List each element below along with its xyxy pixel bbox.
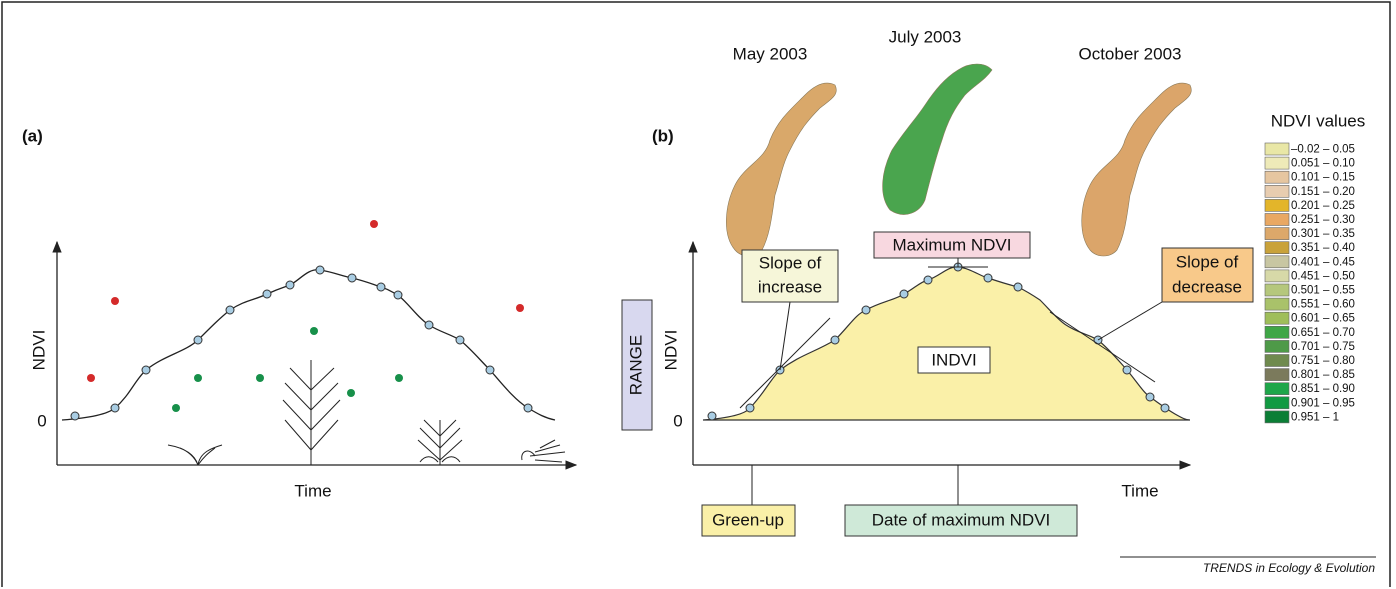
slope-decrease-label: decrease	[1172, 277, 1242, 296]
legend-swatch	[1264, 325, 1290, 339]
legend-label: 0.051 – 0.10	[1291, 158, 1355, 170]
legend-label: 0.401 – 0.45	[1291, 256, 1355, 268]
legend-label: 0.451 – 0.50	[1291, 270, 1355, 282]
zero-label: 0	[37, 411, 46, 430]
plant-icons	[167, 360, 566, 466]
legend-swatch	[1264, 255, 1290, 269]
panel-label: (a)	[22, 126, 43, 145]
legend-label: 0.851 – 0.90	[1291, 383, 1355, 395]
slope-increase-label: Slope of	[759, 253, 822, 272]
legend-swatch	[1264, 185, 1290, 198]
indvi-label: INDVI	[931, 350, 976, 369]
legend-swatch	[1264, 213, 1290, 226]
range-label: RANGE	[626, 335, 645, 395]
y-axis-label: NDVI	[29, 330, 48, 371]
date-max-label: Date of maximum NDVI	[872, 510, 1051, 529]
legend-swatch	[1264, 382, 1290, 396]
panel-b: (b) May 2003 July 2003 October 2003 RANG…	[621, 27, 1254, 537]
slope-decrease-label: Slope of	[1176, 252, 1239, 271]
legend-swatch	[1264, 410, 1290, 424]
legend-swatch	[1264, 269, 1290, 283]
maps	[726, 63, 1192, 257]
curve	[61, 269, 556, 421]
legend-swatch	[1264, 227, 1290, 240]
legend-label: 0.551 – 0.60	[1291, 299, 1355, 311]
legend-title: NDVI values	[1271, 111, 1365, 130]
legend-label: 0.201 – 0.25	[1291, 200, 1355, 212]
slope-increase-label: increase	[758, 277, 822, 296]
y-axis-label: NDVI	[661, 330, 680, 371]
legend-label: 0.701 – 0.75	[1291, 341, 1355, 353]
zero-label: 0	[673, 411, 682, 430]
legend-label: 0.351 – 0.40	[1291, 242, 1355, 254]
legend-swatch	[1264, 241, 1290, 254]
legend-swatch	[1264, 142, 1290, 156]
legend-swatch	[1264, 170, 1290, 184]
legend-label: 0.501 – 0.55	[1291, 285, 1355, 297]
legend-swatch	[1264, 297, 1290, 311]
panel-label: (b)	[652, 126, 674, 145]
legend-swatch	[1264, 340, 1290, 353]
legend-label: 0.101 – 0.15	[1291, 172, 1355, 184]
date-max-box	[844, 504, 1078, 537]
panel-a: (a) NDVI 0 Time	[22, 126, 578, 500]
map-title: May 2003	[733, 44, 808, 63]
legend-swatch	[1264, 156, 1290, 170]
legend-label: 0.751 – 0.80	[1291, 355, 1355, 367]
x-axis-label: Time	[1121, 481, 1158, 500]
credit: TRENDS in Ecology & Evolution	[1203, 561, 1375, 575]
maximum-label: Maximum NDVI	[892, 235, 1011, 254]
legend-label: 0.901 – 0.95	[1291, 397, 1355, 409]
legend-swatch	[1264, 368, 1290, 381]
legend-swatch	[1264, 396, 1290, 410]
maximum-box	[873, 231, 1031, 259]
map-title: July 2003	[889, 27, 962, 46]
legend-swatch	[1264, 283, 1290, 297]
legend-label: 0.151 – 0.20	[1291, 186, 1355, 198]
legend: NDVI values –0.02 – 0.05 0.051 – 0.10 0.10…	[1264, 111, 1365, 424]
legend-swatch	[1264, 311, 1290, 325]
x-axis-label: Time	[294, 481, 331, 500]
green-up-label: Green-up	[712, 510, 784, 529]
map-title: October 2003	[1078, 44, 1181, 63]
legend-swatch	[1264, 199, 1290, 212]
range-box	[621, 299, 653, 431]
legend-label: 0.951 – 1	[1291, 411, 1339, 423]
slope-increase-box	[741, 249, 839, 303]
legend-label: 0.251 – 0.30	[1291, 214, 1355, 226]
indvi-box	[917, 346, 991, 374]
legend-label: –0.02 – 0.05	[1291, 144, 1355, 156]
green-up-box	[701, 504, 796, 537]
legend-label: 0.601 – 0.65	[1291, 313, 1355, 325]
legend-label: 0.651 – 0.70	[1291, 327, 1355, 339]
legend-label: 0.801 – 0.85	[1291, 369, 1355, 381]
slope-decrease-box	[1161, 247, 1254, 303]
annotation-lines	[739, 258, 1163, 505]
legend-label: 0.301 – 0.35	[1291, 228, 1355, 240]
observations	[70, 220, 533, 421]
observations	[707, 262, 1170, 421]
legend-swatch	[1264, 354, 1290, 367]
